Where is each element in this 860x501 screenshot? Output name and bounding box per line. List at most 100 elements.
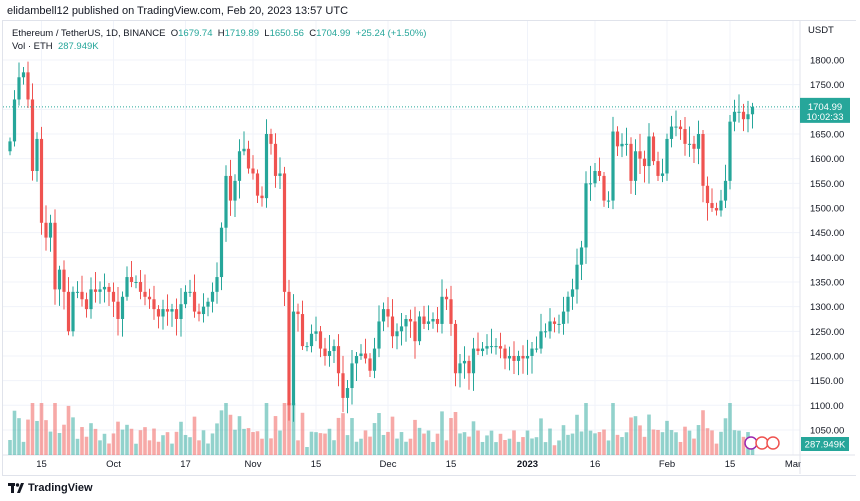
volume-bar <box>692 438 696 455</box>
volume-bar <box>71 417 75 455</box>
candle-down <box>449 299 453 324</box>
candle-down <box>602 175 606 201</box>
volume-bar <box>543 442 548 455</box>
volume-bar <box>642 436 647 455</box>
volume-bar <box>143 427 147 455</box>
volume-bar <box>615 434 620 455</box>
candle-down <box>197 311 201 315</box>
volume-bar <box>413 419 417 455</box>
candle-down <box>165 309 170 312</box>
last-price-badge <box>800 97 850 123</box>
volume-bar <box>539 418 543 455</box>
volume-bar <box>485 435 489 455</box>
candle-up <box>584 183 588 248</box>
volume-bar <box>8 440 12 455</box>
x-tick-label: 15 <box>725 459 736 470</box>
volume-bar <box>408 438 413 455</box>
candle-up <box>660 173 665 176</box>
volume-bar <box>17 418 21 455</box>
volume-bar <box>336 417 341 455</box>
volume-bar <box>323 433 327 455</box>
brand-name: TradingView <box>28 482 93 494</box>
candle-up <box>377 321 381 349</box>
candle-up <box>305 346 309 348</box>
volume-bar <box>219 410 224 455</box>
x-tick-label: 15 <box>36 459 47 470</box>
candle-up <box>566 296 570 312</box>
candle-down <box>741 111 746 120</box>
high-label: H <box>217 28 225 39</box>
volume-bar <box>593 433 597 455</box>
x-tick-label: Nov <box>245 459 262 470</box>
volume-bar <box>269 438 273 455</box>
candle-down <box>413 321 417 342</box>
change-value: +25.24 (+1.50%) <box>355 28 427 39</box>
candle-up <box>134 281 138 283</box>
candle-down <box>260 195 264 199</box>
volume-bar <box>399 432 404 455</box>
candle-down <box>390 316 395 337</box>
volume-bar <box>201 430 206 455</box>
candle-up <box>696 133 701 149</box>
chart-pane[interactable] <box>2 20 856 476</box>
volume-bar <box>89 423 93 455</box>
candlestick-chart[interactable]: 1050.00 1100.00 1150.00 1200.00 1250.00 1300.… <box>0 0 860 480</box>
event-flag-icon <box>744 436 758 450</box>
volume-badge-label: 287.949K <box>805 440 846 451</box>
volume-bar <box>579 431 584 455</box>
volume-bar <box>687 430 692 455</box>
candle-down <box>143 291 147 297</box>
y-tick-label: 1100.00 <box>810 401 844 412</box>
candle-up <box>611 131 615 201</box>
candle-up <box>561 311 566 324</box>
volume-bar <box>30 403 35 455</box>
candle-up <box>381 309 386 322</box>
volume-bar <box>282 403 287 455</box>
candle-down <box>116 301 120 319</box>
currency-label: USDT <box>808 25 834 36</box>
volume-bar <box>710 430 714 455</box>
x-tick-label: 15 <box>446 459 457 470</box>
volume-bar <box>80 427 84 455</box>
volume-bar <box>660 432 665 455</box>
candle-up <box>665 138 669 174</box>
candle-up <box>309 333 314 347</box>
candle-up <box>75 291 80 293</box>
candle-up <box>606 200 611 202</box>
candle-up <box>170 309 174 312</box>
candle-up <box>723 180 728 201</box>
candle-up <box>440 296 444 324</box>
candle-up <box>399 326 404 332</box>
volume-bar <box>66 405 71 455</box>
volume-bar <box>21 441 26 455</box>
open-label: O <box>170 28 179 39</box>
candle-down <box>498 346 503 349</box>
tradingview-logo[interactable]: TradingView <box>8 482 93 494</box>
candle-up <box>278 173 282 176</box>
volume-bar <box>521 437 525 455</box>
volume-bar <box>638 425 642 455</box>
candle-down <box>174 309 179 319</box>
candle-down <box>93 289 98 292</box>
candle-up <box>543 331 548 333</box>
candle-down <box>296 311 300 315</box>
volume-bar <box>633 416 638 455</box>
volume-bar <box>107 443 111 455</box>
candle-up <box>431 318 435 322</box>
volume-bar <box>651 429 656 455</box>
candle-up <box>480 348 485 352</box>
candle-up <box>458 363 462 374</box>
volume-bar <box>512 430 516 455</box>
candle-down <box>453 323 458 374</box>
candle-up <box>89 289 93 310</box>
candle-up <box>219 227 224 278</box>
volume-bar <box>390 416 395 455</box>
volume-bar <box>597 432 602 455</box>
volume-bar <box>354 441 359 455</box>
volume-bar <box>174 431 179 455</box>
volume-bar <box>12 410 17 455</box>
volume-bar <box>620 437 624 455</box>
volume-bar <box>246 428 251 455</box>
volume-bar <box>296 440 300 455</box>
volume-bar <box>435 433 440 455</box>
